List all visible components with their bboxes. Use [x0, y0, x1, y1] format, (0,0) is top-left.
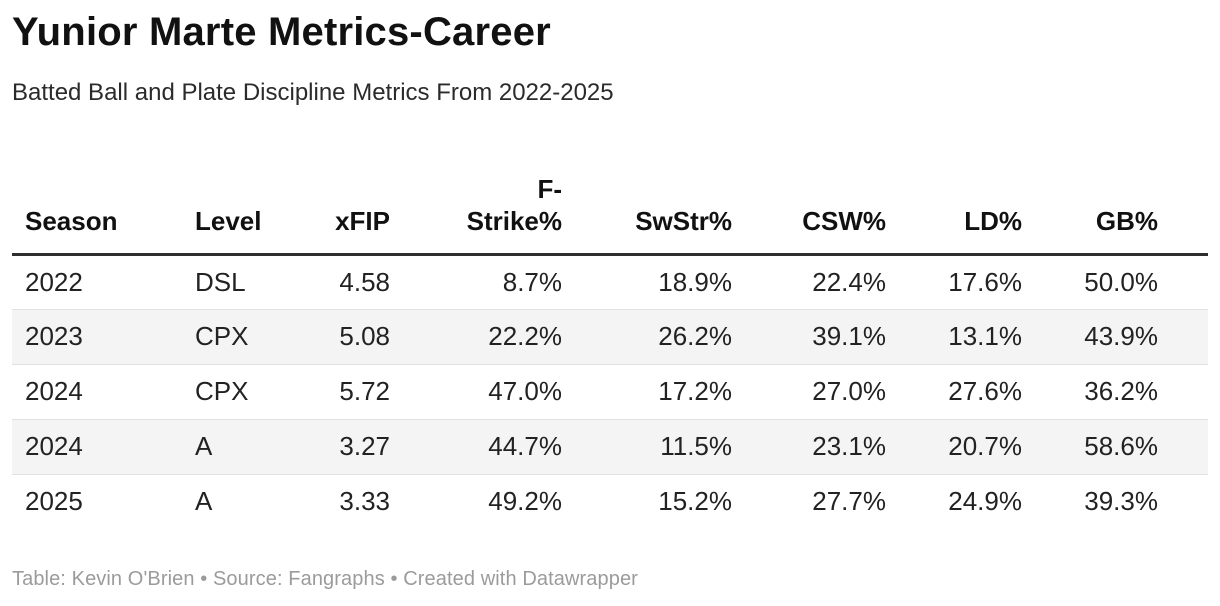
column-header-swstr: SwStr%	[576, 136, 746, 256]
cell-gb: 43.9%	[1036, 308, 1208, 364]
table-body: 2022 DSL 4.58 8.7% 18.9% 22.4% 17.6% 50.…	[12, 254, 1208, 529]
cell-season: 2024	[12, 418, 182, 474]
cell-swstr: 15.2%	[576, 473, 746, 529]
cell-csw: 27.0%	[746, 363, 900, 419]
table-row: 2022 DSL 4.58 8.7% 18.9% 22.4% 17.6% 50.…	[12, 254, 1208, 309]
column-header-xfip: xFIP	[317, 136, 404, 256]
cell-xfip: 3.33	[317, 473, 404, 529]
cell-ld: 27.6%	[900, 363, 1036, 419]
cell-gb: 36.2%	[1036, 363, 1208, 419]
cell-fstrike: 22.2%	[404, 308, 576, 364]
metrics-table: Season Level xFIP F- Strike% SwStr% CSW%…	[12, 136, 1208, 529]
cell-swstr: 26.2%	[576, 308, 746, 364]
cell-xfip: 3.27	[317, 418, 404, 474]
cell-level: A	[182, 473, 317, 529]
cell-season: 2023	[12, 308, 182, 364]
cell-csw: 23.1%	[746, 418, 900, 474]
cell-season: 2022	[25, 266, 83, 297]
cell-swstr: 18.9%	[658, 266, 732, 297]
page-subtitle: Batted Ball and Plate Discipline Metrics…	[12, 79, 614, 106]
column-header-ld: LD%	[900, 136, 1036, 256]
table-row: 2024 CPX 5.72 47.0% 17.2% 27.0% 27.6% 36…	[12, 363, 1208, 419]
cell-swstr: 11.5%	[576, 418, 746, 474]
cell-season: 2025	[12, 473, 182, 529]
cell-xfip: 4.58	[339, 266, 390, 297]
cell-swstr: 17.2%	[576, 363, 746, 419]
page-title: Yunior Marte Metrics-Career	[12, 10, 551, 54]
cell-ld: 20.7%	[900, 418, 1036, 474]
cell-csw: 27.7%	[746, 473, 900, 529]
column-header-csw: CSW%	[746, 136, 900, 256]
cell-gb: 39.3%	[1036, 473, 1208, 529]
header-row: Season Level xFIP F- Strike% SwStr% CSW%…	[12, 136, 1208, 256]
cell-fstrike: 49.2%	[404, 473, 576, 529]
cell-xfip: 5.72	[317, 363, 404, 419]
table-row: 2025 A 3.33 49.2% 15.2% 27.7% 24.9% 39.3…	[12, 473, 1208, 529]
cell-ld: 13.1%	[900, 308, 1036, 364]
cell-season: 2024	[12, 363, 182, 419]
cell-fstrike: 8.7%	[502, 266, 562, 297]
cell-csw: 22.4%	[812, 266, 886, 297]
cell-ld: 24.9%	[900, 473, 1036, 529]
cell-level: CPX	[182, 308, 317, 364]
column-header-fstrike: F- Strike%	[404, 136, 576, 256]
column-header-gb: GB%	[1036, 136, 1208, 256]
cell-fstrike: 47.0%	[404, 363, 576, 419]
table-header: Season Level xFIP F- Strike% SwStr% CSW%…	[12, 136, 1208, 256]
credit-footer: Table: Kevin O'Brien • Source: Fangraphs…	[12, 568, 638, 590]
cell-level: DSL	[195, 266, 246, 297]
cell-level: A	[182, 418, 317, 474]
cell-fstrike: 44.7%	[404, 418, 576, 474]
cell-gb: 50.0%	[1084, 266, 1158, 297]
table-row: 2023 CPX 5.08 22.2% 26.2% 39.1% 13.1% 43…	[12, 308, 1208, 364]
column-header-season: Season	[12, 136, 182, 256]
column-header-level: Level	[182, 136, 317, 256]
cell-csw: 39.1%	[746, 308, 900, 364]
table-row: 2024 A 3.27 44.7% 11.5% 23.1% 20.7% 58.6…	[12, 418, 1208, 474]
cell-xfip: 5.08	[317, 308, 404, 364]
cell-level: CPX	[182, 363, 317, 419]
cell-ld: 17.6%	[948, 266, 1022, 297]
cell-gb: 58.6%	[1036, 418, 1208, 474]
